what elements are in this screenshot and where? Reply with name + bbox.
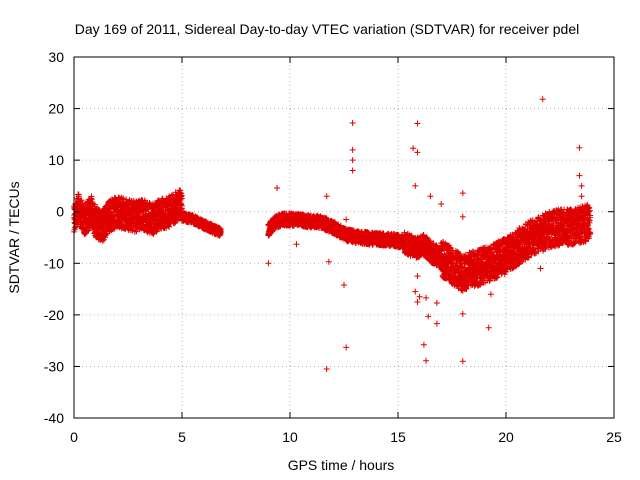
data-point [178,195,185,202]
data-point [125,200,132,207]
data-point [166,223,173,230]
data-points [71,96,594,373]
data-point [133,228,140,235]
data-point [154,227,161,234]
data-point [178,205,185,212]
data-point [177,201,184,208]
data-point [91,201,98,208]
data-point [103,230,110,237]
data-point [78,197,85,204]
data-point [88,196,95,203]
data-point [120,195,127,202]
data-point [153,228,160,235]
chart-title: Day 169 of 2011, Sidereal Day-to-day VTE… [75,21,579,37]
